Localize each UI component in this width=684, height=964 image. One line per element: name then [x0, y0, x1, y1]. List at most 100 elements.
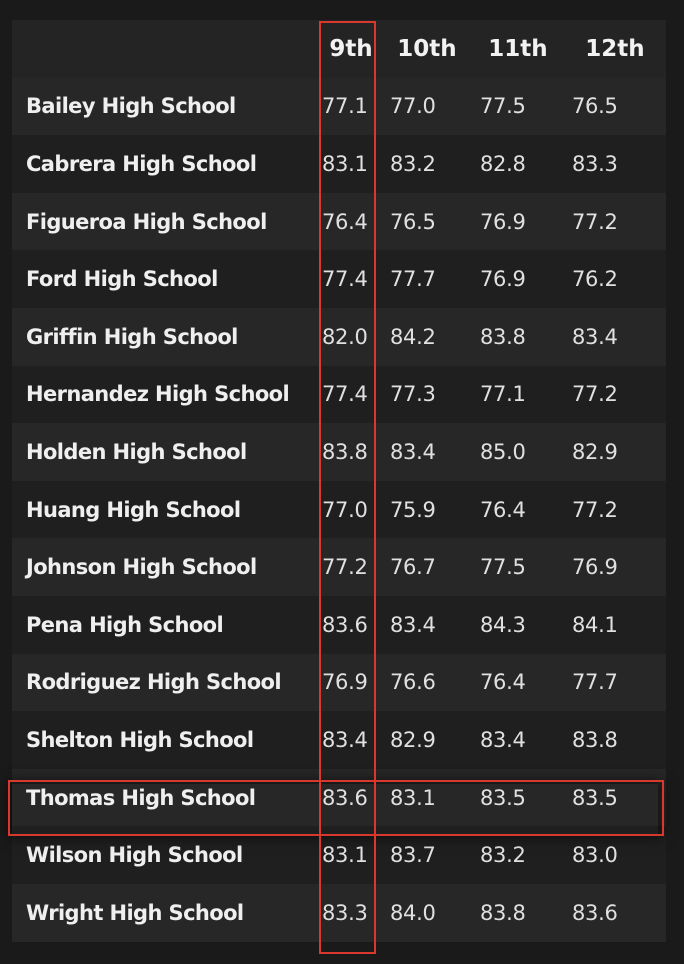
score-cell-12th: 76.9: [572, 555, 618, 580]
school-name-cell: Johnson High School: [26, 555, 257, 580]
table-row: Pena High School 83.6 83.4 84.3 84.1: [12, 595, 666, 654]
school-name-cell: Huang High School: [26, 497, 241, 522]
table-row: Bailey High School 77.1 77.0 77.5 76.5: [12, 77, 666, 136]
school-name-cell: Wright High School: [26, 900, 244, 925]
score-cell-10th: 84.2: [390, 324, 436, 349]
score-cell-9th: 77.1: [322, 94, 368, 119]
school-name-cell: Cabrera High School: [26, 151, 257, 176]
score-cell-11th: 82.8: [480, 151, 526, 176]
column-header-9th[interactable]: 9th: [329, 35, 373, 62]
header-corner-cell: [12, 20, 320, 78]
score-cell-11th: 83.2: [480, 843, 526, 868]
table-row: Wilson High School 83.1 83.7 83.2 83.0: [12, 826, 666, 884]
score-cell-10th: 83.1: [390, 785, 436, 810]
table-header: 9th 10th 11th 12th: [12, 20, 666, 78]
score-cell-11th: 76.9: [480, 267, 526, 292]
score-cell-11th: 83.8: [480, 324, 526, 349]
score-cell-10th: 77.7: [390, 267, 436, 292]
table-row: Wright High School 83.3 84.0 83.8 83.6: [12, 883, 666, 942]
score-cell-9th: 83.3: [322, 900, 368, 925]
score-cell-11th: 76.4: [480, 670, 526, 695]
score-cell-10th: 83.4: [390, 439, 436, 464]
score-cell-11th: 76.4: [480, 497, 526, 522]
score-cell-12th: 84.1: [572, 612, 618, 637]
table-row: Rodriguez High School 76.9 76.6 76.4 77.7: [12, 653, 666, 712]
score-cell-12th: 77.2: [572, 497, 618, 522]
table-row: Hernandez High School 77.4 77.3 77.1 77.2: [12, 365, 666, 424]
score-cell-11th: 83.8: [480, 900, 526, 925]
grade-scores-table: 9th 10th 11th 12th Bailey High School 77.…: [12, 20, 666, 942]
table-body: Bailey High School 77.1 77.0 77.5 76.5 Cabrer…: [12, 77, 666, 942]
score-cell-12th: 83.0: [572, 843, 618, 868]
score-cell-10th: 77.0: [390, 94, 436, 119]
score-cell-11th: 77.5: [480, 94, 526, 119]
column-header-12th[interactable]: 12th: [585, 35, 645, 62]
score-cell-9th: 83.8: [322, 439, 368, 464]
score-cell-9th: 77.4: [322, 382, 368, 407]
score-cell-10th: 83.2: [390, 151, 436, 176]
table-row: Figueroa High School 76.4 76.5 76.9 77.2: [12, 192, 666, 251]
score-cell-11th: 77.5: [480, 555, 526, 580]
score-cell-11th: 84.3: [480, 612, 526, 637]
table-row: Johnson High School 77.2 76.7 77.5 76.9: [12, 538, 666, 596]
score-cell-12th: 76.5: [572, 94, 618, 119]
school-name-cell: Ford High School: [26, 267, 218, 292]
school-name-cell: Wilson High School: [26, 843, 243, 868]
school-name-cell: Shelton High School: [26, 727, 254, 752]
table-row: Ford High School 77.4 77.7 76.9 76.2: [12, 250, 666, 308]
score-cell-10th: 76.7: [390, 555, 436, 580]
score-cell-12th: 77.2: [572, 209, 618, 234]
score-cell-10th: 77.3: [390, 382, 436, 407]
score-cell-11th: 83.5: [480, 785, 526, 810]
score-cell-10th: 84.0: [390, 900, 436, 925]
header-row: 9th 10th 11th 12th: [12, 20, 666, 78]
score-cell-9th: 82.0: [322, 324, 368, 349]
score-cell-9th: 76.9: [322, 670, 368, 695]
school-name-cell: Figueroa High School: [26, 209, 267, 234]
school-name-cell: Hernandez High School: [26, 382, 290, 407]
score-cell-9th: 83.1: [322, 843, 368, 868]
grade-scores-table-wrapper: 9th 10th 11th 12th Bailey High School 77.…: [12, 20, 666, 942]
table-row: Holden High School 83.8 83.4 85.0 82.9: [12, 423, 666, 481]
score-cell-9th: 76.4: [322, 209, 368, 234]
score-cell-12th: 83.6: [572, 900, 618, 925]
column-header-10th[interactable]: 10th: [397, 35, 457, 62]
score-cell-9th: 83.1: [322, 151, 368, 176]
score-cell-9th: 77.4: [322, 267, 368, 292]
score-cell-12th: 83.5: [572, 785, 618, 810]
score-cell-12th: 82.9: [572, 439, 618, 464]
score-cell-12th: 83.4: [572, 324, 618, 349]
table-row: Griffin High School 82.0 84.2 83.8 83.4: [12, 307, 666, 366]
school-name-cell: Pena High School: [26, 612, 224, 637]
table-row: Huang High School 77.0 75.9 76.4 77.2: [12, 480, 666, 539]
school-name-cell: Holden High School: [26, 439, 247, 464]
score-cell-12th: 77.2: [572, 382, 618, 407]
school-name-cell: Griffin High School: [26, 324, 238, 349]
score-cell-11th: 76.9: [480, 209, 526, 234]
score-cell-12th: 83.8: [572, 727, 618, 752]
score-cell-9th: 77.2: [322, 555, 368, 580]
score-cell-10th: 75.9: [390, 497, 436, 522]
table-row: Thomas High School 83.6 83.1 83.5 83.5: [12, 768, 666, 827]
table-row: Cabrera High School 83.1 83.2 82.8 83.3: [12, 135, 666, 193]
score-cell-11th: 85.0: [480, 439, 526, 464]
score-cell-9th: 83.4: [322, 727, 368, 752]
score-cell-10th: 82.9: [390, 727, 436, 752]
score-cell-9th: 83.6: [322, 785, 368, 810]
school-name-cell: Bailey High School: [26, 94, 236, 119]
column-header-11th[interactable]: 11th: [488, 35, 548, 62]
score-cell-10th: 83.7: [390, 843, 436, 868]
school-name-cell: Rodriguez High School: [26, 670, 282, 695]
score-cell-9th: 83.6: [322, 612, 368, 637]
score-cell-11th: 77.1: [480, 382, 526, 407]
school-name-cell: Thomas High School: [26, 785, 256, 810]
score-cell-12th: 76.2: [572, 267, 618, 292]
score-cell-10th: 83.4: [390, 612, 436, 637]
score-cell-9th: 77.0: [322, 497, 368, 522]
score-cell-10th: 76.5: [390, 209, 436, 234]
score-cell-11th: 83.4: [480, 727, 526, 752]
score-cell-12th: 83.3: [572, 151, 618, 176]
table-row: Shelton High School 83.4 82.9 83.4 83.8: [12, 711, 666, 769]
score-cell-12th: 77.7: [572, 670, 618, 695]
score-cell-10th: 76.6: [390, 670, 436, 695]
